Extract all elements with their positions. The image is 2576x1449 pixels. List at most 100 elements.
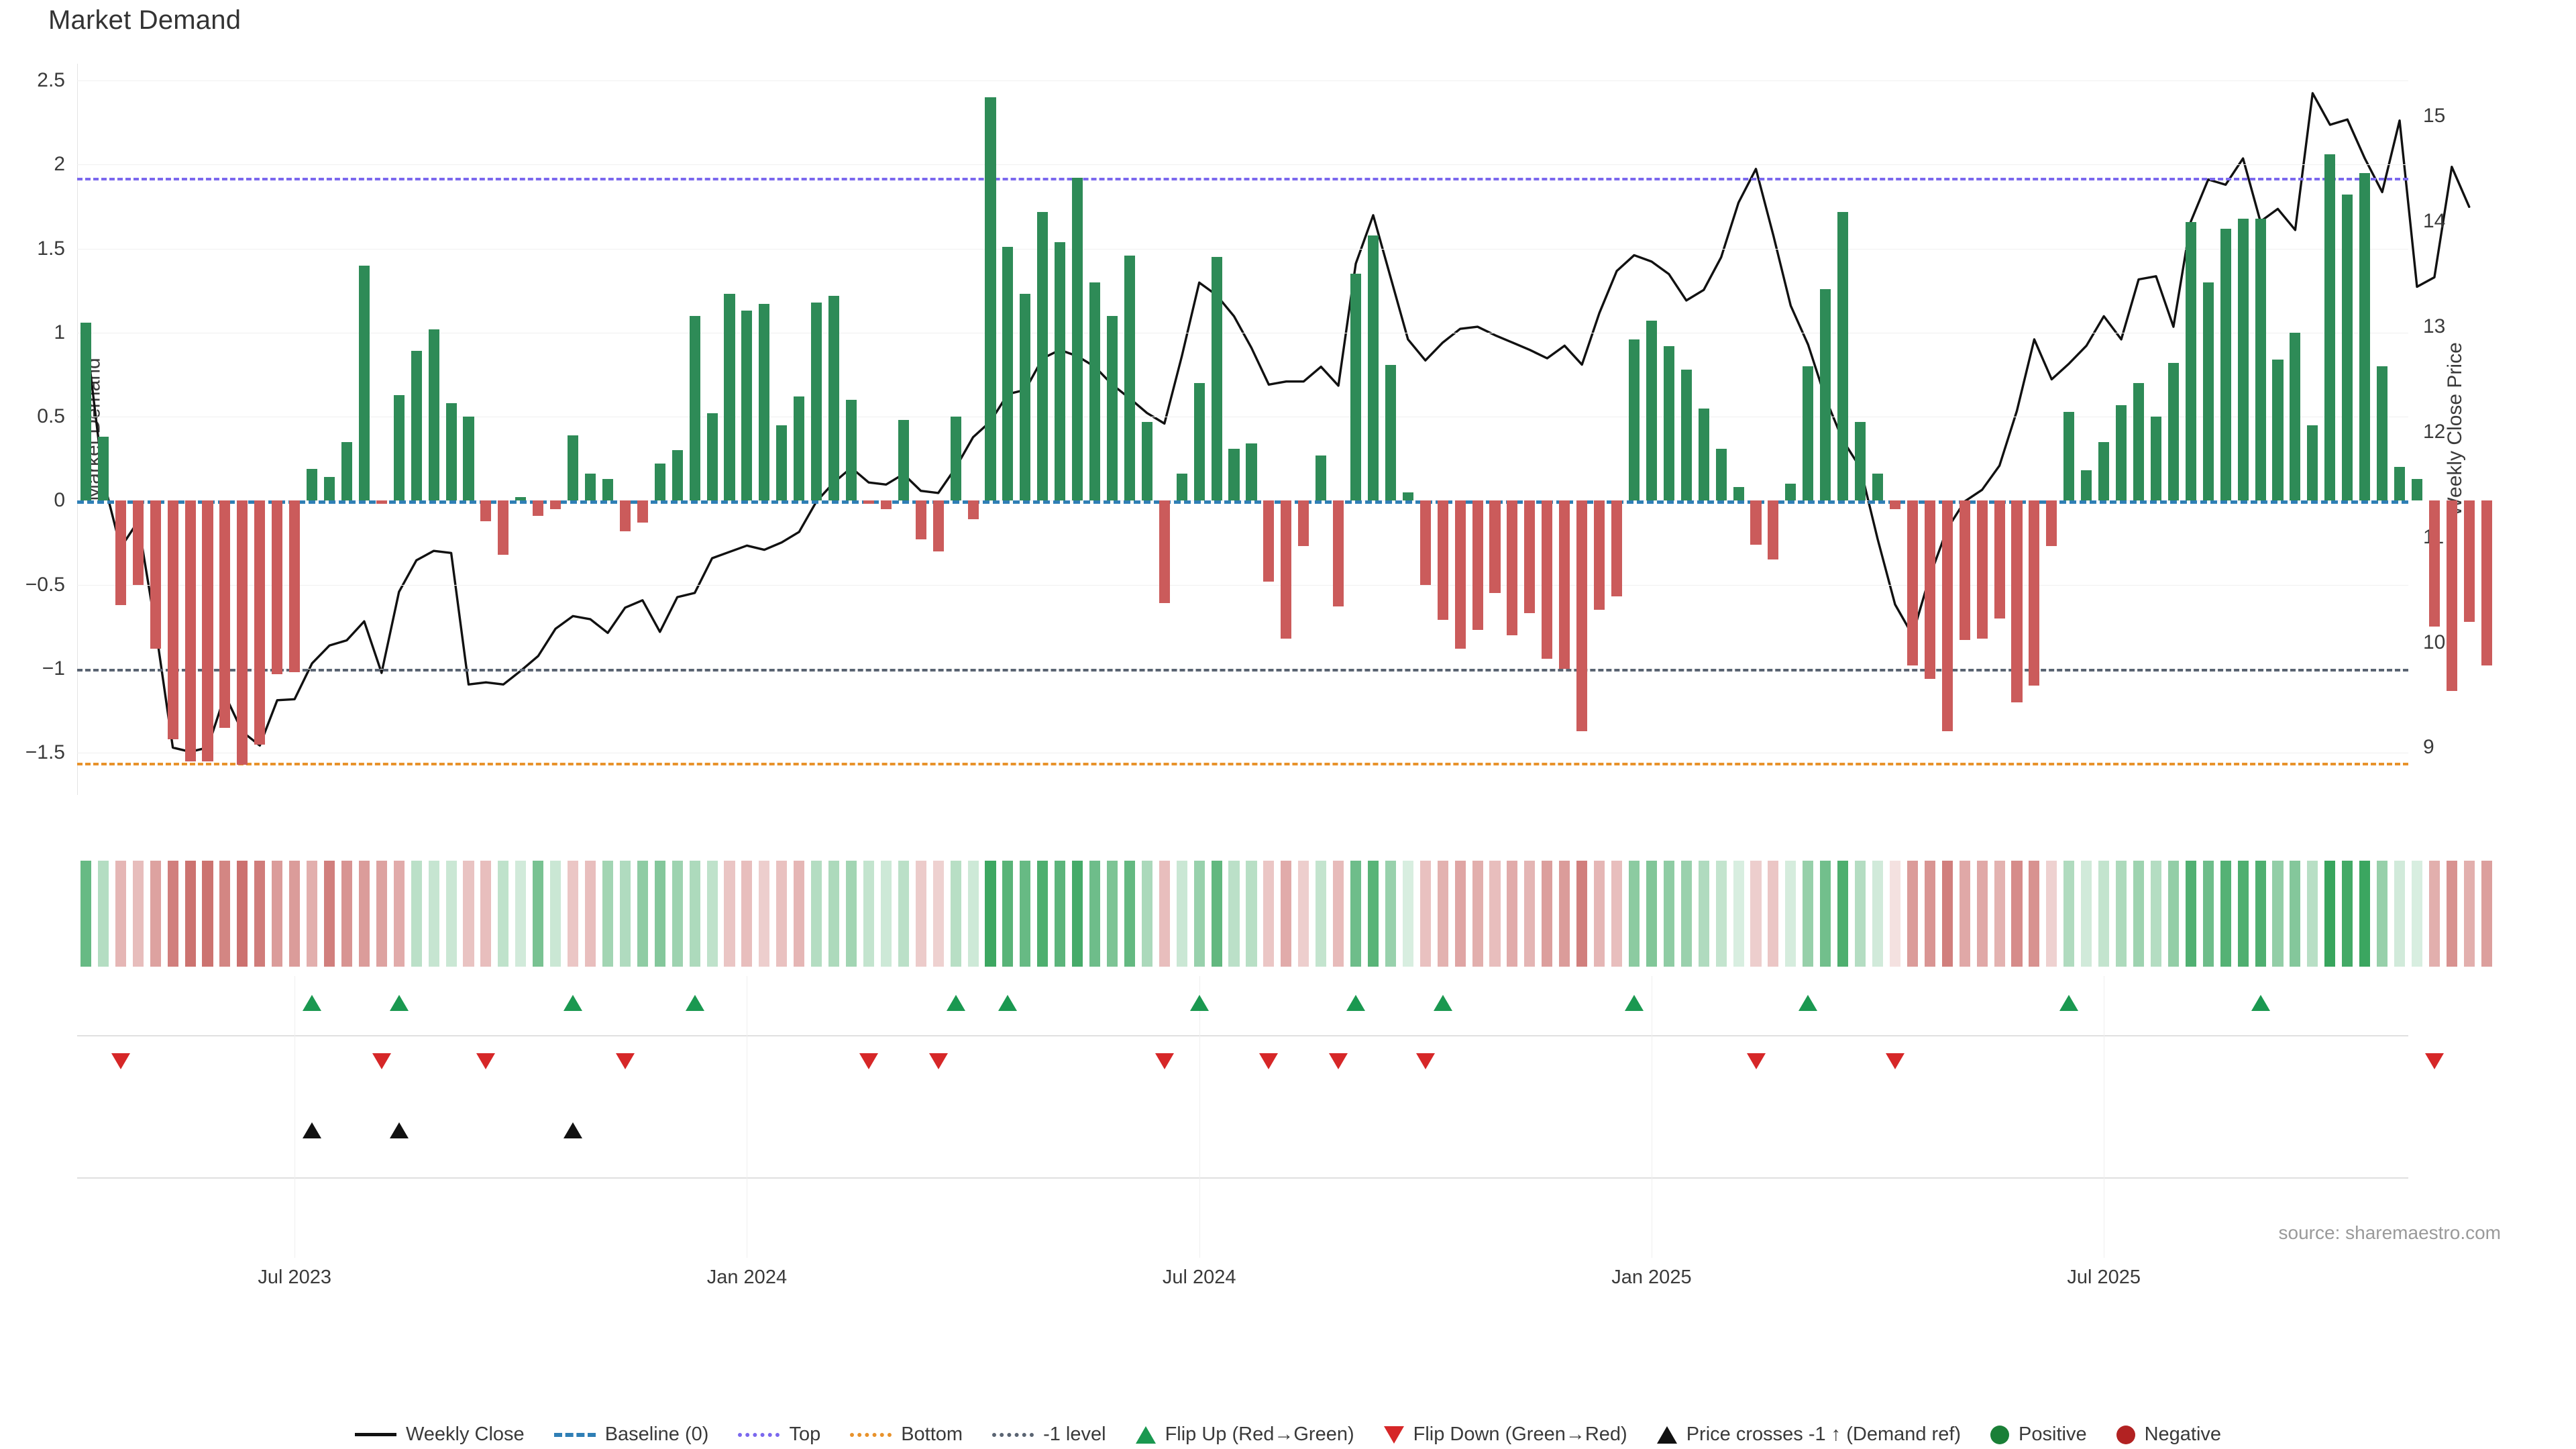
legend-item[interactable]: Baseline (0) (553, 1424, 709, 1446)
legend-item[interactable]: Weekly Close (354, 1424, 525, 1446)
heatmap-cell (202, 861, 213, 967)
heatmap-cell (1889, 861, 1901, 967)
demand-bar (1872, 474, 1884, 501)
heatmap-cell (1176, 861, 1187, 967)
heatmap-cell (1907, 861, 1918, 967)
x-axis-tick: Jul 2023 (258, 1267, 331, 1288)
heatmap-cell (1072, 861, 1083, 967)
heatmap-cell (2220, 861, 2231, 967)
heatmap-cell (2342, 861, 2353, 967)
heatmap-cell (2167, 861, 2179, 967)
demand-bar (2046, 500, 2057, 547)
legend-item[interactable]: Flip Down (Green→Red) (1383, 1424, 1627, 1446)
heatmap-cell (1037, 861, 1049, 967)
heatmap-cell (637, 861, 648, 967)
legend-item[interactable]: Flip Up (Red→Green) (1135, 1424, 1354, 1446)
heatmap-cell (1959, 861, 1970, 967)
legend-item[interactable]: Negative (2116, 1424, 2221, 1446)
legend-item[interactable]: Bottom (850, 1424, 963, 1446)
heatmap-cell (759, 861, 770, 967)
demand-bar (794, 396, 805, 501)
x-axis-tick: Jan 2025 (1611, 1267, 1692, 1288)
demand-bar (1454, 500, 1466, 649)
y-axis-tick-left: 1 (54, 321, 65, 343)
demand-bar (533, 500, 544, 517)
flip-up-marker (998, 995, 1018, 1011)
heatmap-cell (1507, 861, 1518, 967)
demand-bar (2011, 500, 2023, 703)
price-cross-marker (389, 1122, 409, 1138)
demand-bar (1698, 408, 1709, 501)
demand-bar (932, 500, 944, 551)
heatmap-cell (533, 861, 544, 967)
y-axis-tick-right: 9 (2423, 736, 2434, 759)
gridline (77, 80, 2408, 82)
heatmap-cell (2133, 861, 2145, 967)
demand-bar (1837, 211, 1849, 501)
y-axis-tick-right: 10 (2423, 631, 2446, 653)
demand-bar (115, 500, 126, 605)
legend-item[interactable]: Top (738, 1424, 820, 1446)
demand-bar (167, 500, 178, 740)
flip-down-marker (1885, 1053, 1904, 1069)
heatmap-cell (1281, 861, 1292, 967)
flip-down-marker (111, 1053, 130, 1069)
flip-down-marker (476, 1053, 496, 1069)
heatmap-cell (1402, 861, 1413, 967)
demand-bar (1472, 500, 1483, 631)
legend-item[interactable]: -1 level (992, 1424, 1106, 1446)
demand-bar (1611, 500, 1623, 597)
demand-bar (2098, 441, 2110, 501)
demand-bar (1246, 443, 1257, 501)
heatmap-cell (1594, 861, 1605, 967)
flip-down-marker (1329, 1053, 1348, 1069)
heatmap-cell (863, 861, 874, 967)
demand-bar (376, 500, 387, 504)
y-axis-tick-right: 13 (2423, 315, 2446, 338)
legend-item[interactable]: Positive (1990, 1424, 2087, 1446)
heatmap-cell (776, 861, 788, 967)
demand-bar (828, 295, 840, 501)
demand-bar (2185, 221, 2196, 501)
heatmap-cell (1768, 861, 1779, 967)
heatmap-cell (2272, 861, 2284, 967)
y-axis-tick-left: 0.5 (37, 405, 65, 428)
demand-bar (1124, 255, 1135, 501)
legend-label: -1 level (1043, 1424, 1106, 1445)
heatmap-cell (1020, 861, 1031, 967)
legend-item[interactable]: Price crosses -1 ↑ (Demand ref) (1656, 1424, 1961, 1446)
demand-bar (1820, 288, 1831, 501)
demand-bar (2394, 467, 2406, 501)
heatmap-cell (80, 861, 91, 967)
demand-bar (2411, 478, 2422, 501)
demand-bar (2307, 425, 2318, 501)
demand-bar (672, 450, 683, 501)
heatmap-cell (1106, 861, 1118, 967)
demand-bar (1994, 500, 2005, 619)
flip-up-marker (1433, 995, 1452, 1011)
demand-bar (2463, 500, 2475, 622)
heatmap-cell (1159, 861, 1170, 967)
demand-bar (1367, 235, 1379, 501)
demand-bar (80, 322, 91, 501)
heatmap-cell (219, 861, 231, 967)
demand-bar (307, 468, 318, 501)
heatmap-cell (1855, 861, 1866, 967)
demand-bar (619, 500, 631, 531)
heatmap-cell (1141, 861, 1152, 967)
demand-bar (254, 500, 266, 745)
flip-down-marker (1746, 1053, 1766, 1069)
demand-bar (1959, 500, 1970, 641)
heatmap-cell (2290, 861, 2301, 967)
demand-bar (1228, 448, 1240, 501)
y-axis-tick-left: 2.5 (37, 69, 65, 92)
heatmap-cell (2202, 861, 2214, 967)
demand-bar (1298, 500, 1309, 547)
heatmap-cell (1316, 861, 1327, 967)
heatmap-cell (2255, 861, 2266, 967)
demand-bar (2029, 500, 2040, 686)
demand-bar (480, 500, 492, 521)
heatmap-cell (2150, 861, 2161, 967)
legend-label: Baseline (0) (604, 1424, 709, 1445)
demand-bar (2220, 228, 2231, 501)
